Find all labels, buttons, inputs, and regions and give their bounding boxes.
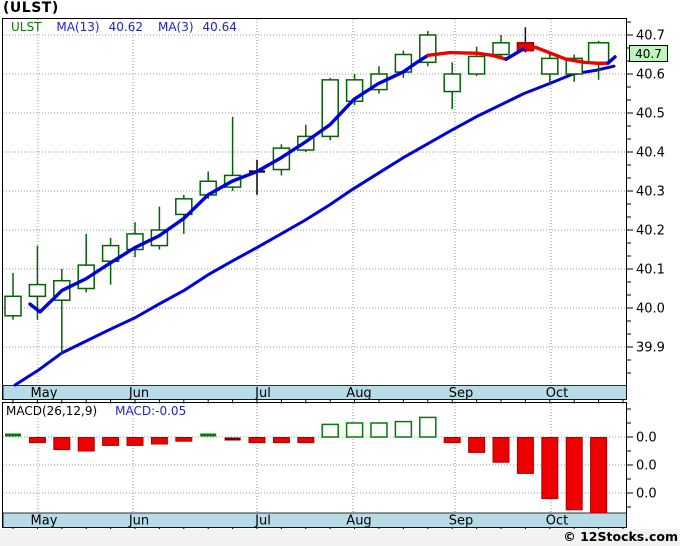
macd-params-label: MACD(26,12,9) (6, 404, 98, 418)
legend-symbol: ULST (11, 20, 42, 34)
price-axis-label: 39.9 (636, 341, 665, 356)
legend-ma3-value: 40.64 (202, 20, 237, 34)
macd-bar-positive (321, 423, 339, 438)
x-axis-label-jul: Jul (254, 386, 271, 401)
page-title: (ULST) (3, 0, 59, 16)
macd-axis-label: 0.0 (636, 487, 657, 502)
main-chart-legend: ULST MA(13) 40.62 MA(3) 40.64 (11, 20, 252, 34)
macd-bar-negative (272, 437, 290, 444)
x-axis-label-macd-jun: Jun (128, 514, 149, 529)
x-axis-label-macd-sep: Sep (449, 514, 474, 529)
macd-bar-negative (565, 437, 583, 511)
macd-bar-negative (590, 437, 608, 514)
legend-ma13-value: 40.62 (108, 20, 143, 34)
candle-up (28, 283, 47, 298)
ma3-line-segment (504, 45, 528, 61)
macd-bar-positive (370, 422, 388, 438)
macd-date-band (2, 512, 627, 528)
macd-dash-negative (224, 437, 241, 441)
candle-up (4, 295, 22, 317)
price-axis-label: 40.6 (636, 68, 665, 83)
macd-bar-negative (126, 437, 144, 446)
x-axis-label-oct: Oct (546, 386, 568, 401)
candle-up (492, 42, 510, 56)
ma3-line-segment (606, 55, 617, 65)
macd-legend: MACD(26,12,9) MACD:-0.05 (6, 404, 186, 418)
macd-dash-positive (5, 433, 21, 437)
macd-bar-negative (102, 437, 120, 446)
main-date-band (2, 385, 627, 400)
macd-bar-negative (53, 437, 71, 451)
macd-bar-negative (297, 437, 315, 444)
ma3-line-segment (28, 53, 430, 314)
macd-bar-negative (150, 437, 168, 445)
copyright-link[interactable]: © 12Stocks.com (563, 529, 678, 544)
macd-axis-label: 0.0 (636, 459, 657, 474)
candle-up (587, 42, 610, 64)
macd-dash-positive (200, 433, 217, 437)
legend-ma13-label: MA(13) (56, 20, 100, 34)
main-chart-frame (2, 18, 627, 400)
candle-up (443, 73, 461, 93)
x-axis-label-macd-may: May (31, 514, 58, 529)
x-axis-label-macd-jul: Jul (254, 514, 271, 529)
macd-bar-negative (175, 437, 193, 442)
macd-bar-negative (77, 437, 95, 452)
macd-bar-negative (492, 437, 510, 463)
x-axis-label-macd-aug: Aug (346, 514, 371, 529)
macd-bar-positive (394, 420, 413, 438)
ma3-line-segment (524, 45, 610, 66)
footer-strip (0, 529, 680, 546)
price-axis-label: 40.0 (636, 302, 665, 317)
macd-bar-positive (345, 422, 364, 438)
candle-up (467, 55, 486, 75)
legend-ma3-label: MA(3) (157, 20, 194, 34)
candle-up (541, 57, 559, 75)
ma3-line-segment (426, 50, 508, 61)
x-axis-label-aug: Aug (346, 386, 371, 401)
macd-bar-negative (443, 437, 461, 444)
price-axis-label: 40.2 (636, 224, 665, 239)
x-axis-label-may: May (31, 386, 58, 401)
price-axis-label: 40.3 (636, 185, 665, 200)
x-axis-label-sep: Sep (449, 386, 474, 401)
price-axis-label: 40.7 (636, 29, 665, 44)
macd-bar-negative (468, 437, 486, 453)
macd-bar-negative (516, 437, 534, 474)
macd-axis-label: 0.0 (636, 431, 657, 446)
price-axis-label: 40.5 (636, 107, 665, 122)
macd-bar-negative (248, 437, 266, 444)
x-axis-label-jun: Jun (128, 386, 149, 401)
macd-bar-positive (419, 416, 437, 438)
price-axis-label: 40.4 (636, 146, 665, 161)
macd-bar-negative (541, 437, 559, 500)
macd-value-label: MACD:-0.05 (115, 404, 187, 418)
candle-up (175, 198, 193, 216)
last-price-badge: 40.7 (629, 45, 668, 62)
x-axis-label-macd-oct: Oct (546, 514, 568, 529)
price-axis-label: 40.1 (636, 263, 665, 278)
macd-bar-negative (28, 437, 46, 444)
ma13-line (13, 64, 616, 387)
